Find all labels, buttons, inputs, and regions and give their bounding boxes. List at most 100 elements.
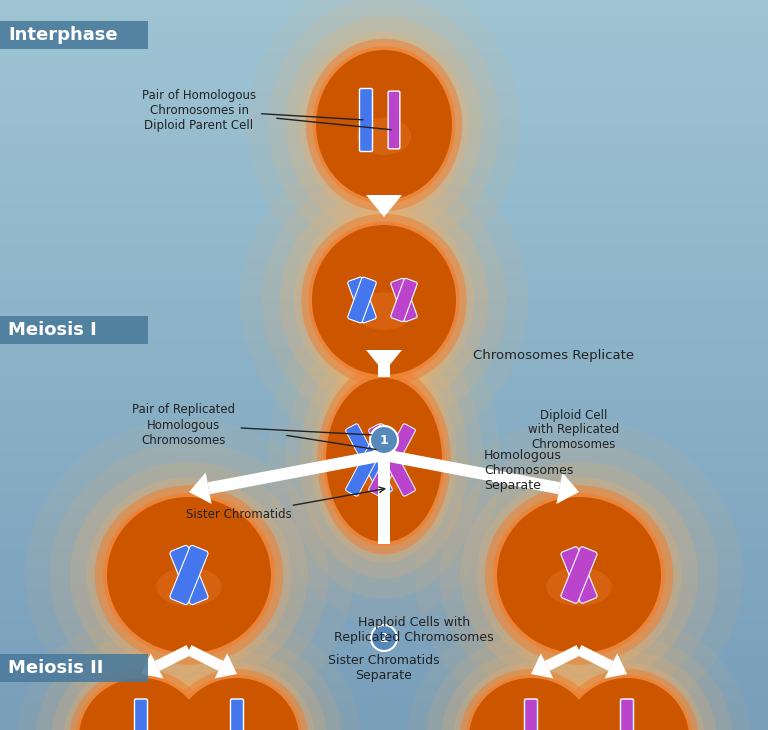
Bar [378, 195, 390, 202]
Bar [0, 343, 768, 347]
Bar [573, 650, 585, 655]
Bar [0, 77, 768, 80]
Bar [0, 664, 768, 668]
Bar [0, 33, 768, 37]
Circle shape [371, 625, 397, 651]
Bar [0, 223, 768, 226]
Bar [0, 683, 768, 686]
Bar [0, 712, 768, 715]
Bar [0, 453, 768, 456]
Ellipse shape [70, 669, 212, 730]
Bar [0, 661, 768, 664]
Bar [0, 500, 768, 504]
Ellipse shape [549, 663, 704, 730]
Bar [0, 310, 768, 314]
Ellipse shape [301, 214, 467, 386]
FancyBboxPatch shape [369, 424, 415, 496]
Bar [0, 610, 768, 613]
Polygon shape [214, 653, 237, 678]
Ellipse shape [326, 378, 442, 542]
Bar [0, 653, 768, 657]
Polygon shape [577, 645, 614, 671]
Bar [0, 255, 768, 259]
Bar [0, 515, 768, 518]
Ellipse shape [407, 618, 655, 730]
Bar [0, 697, 768, 701]
Bar [0, 602, 768, 606]
Bar [0, 434, 768, 438]
Ellipse shape [300, 341, 468, 579]
Bar [0, 657, 768, 661]
Ellipse shape [94, 485, 283, 665]
Bar [0, 128, 768, 131]
Ellipse shape [87, 477, 292, 672]
Bar [0, 628, 768, 631]
Bar [0, 266, 768, 270]
Ellipse shape [299, 31, 469, 219]
Ellipse shape [50, 442, 329, 707]
Bar [0, 675, 768, 679]
Bar [0, 679, 768, 683]
Bar [0, 442, 768, 445]
Ellipse shape [460, 669, 602, 730]
Bar [0, 47, 768, 51]
Bar [0, 518, 768, 522]
Ellipse shape [113, 618, 361, 730]
Ellipse shape [268, 296, 500, 624]
Bar [0, 606, 768, 610]
Bar [0, 190, 768, 193]
Text: Haploid Cells with
Replicated Chromosomes: Haploid Cells with Replicated Chromosome… [334, 616, 494, 644]
Bar [0, 423, 768, 427]
Ellipse shape [172, 675, 302, 730]
Bar [0, 328, 768, 332]
Bar [0, 496, 768, 500]
Bar [0, 142, 768, 146]
Ellipse shape [546, 567, 612, 606]
Text: Pair of Replicated
Homologous
Chromosomes: Pair of Replicated Homologous Chromosome… [132, 404, 371, 447]
Ellipse shape [466, 675, 596, 730]
Ellipse shape [17, 618, 265, 730]
Bar [0, 504, 768, 507]
Bar [0, 372, 768, 376]
Bar [0, 263, 768, 266]
Bar [0, 544, 768, 548]
Ellipse shape [357, 118, 411, 155]
Bar [0, 172, 768, 175]
Bar [0, 299, 768, 303]
Bar [0, 314, 768, 318]
Bar [0, 168, 768, 172]
Bar [0, 288, 768, 292]
Text: Chromosomes Replicate: Chromosomes Replicate [473, 348, 634, 361]
Bar [0, 110, 768, 113]
FancyBboxPatch shape [0, 21, 148, 49]
Bar [0, 113, 768, 117]
Bar [0, 405, 768, 409]
Bar [0, 150, 768, 153]
Bar [0, 394, 768, 398]
FancyBboxPatch shape [0, 316, 148, 344]
Bar [0, 55, 768, 58]
Bar [0, 241, 768, 245]
Bar [0, 694, 768, 697]
Ellipse shape [70, 462, 308, 688]
Polygon shape [383, 449, 561, 494]
Bar [0, 431, 768, 434]
Bar [0, 358, 768, 361]
Bar [0, 482, 768, 485]
Ellipse shape [79, 678, 203, 730]
Bar [378, 455, 390, 544]
Bar [0, 69, 768, 73]
Bar [0, 485, 768, 489]
Bar [0, 723, 768, 726]
Bar [0, 252, 768, 256]
Bar [0, 26, 768, 29]
Bar [0, 449, 768, 453]
Bar [0, 212, 768, 215]
Bar [0, 613, 768, 617]
Bar [0, 281, 768, 285]
FancyBboxPatch shape [359, 88, 372, 152]
Bar [0, 248, 768, 252]
Text: Sister Chromatids
Separate: Sister Chromatids Separate [328, 654, 440, 682]
Ellipse shape [521, 636, 733, 730]
Polygon shape [604, 653, 627, 678]
